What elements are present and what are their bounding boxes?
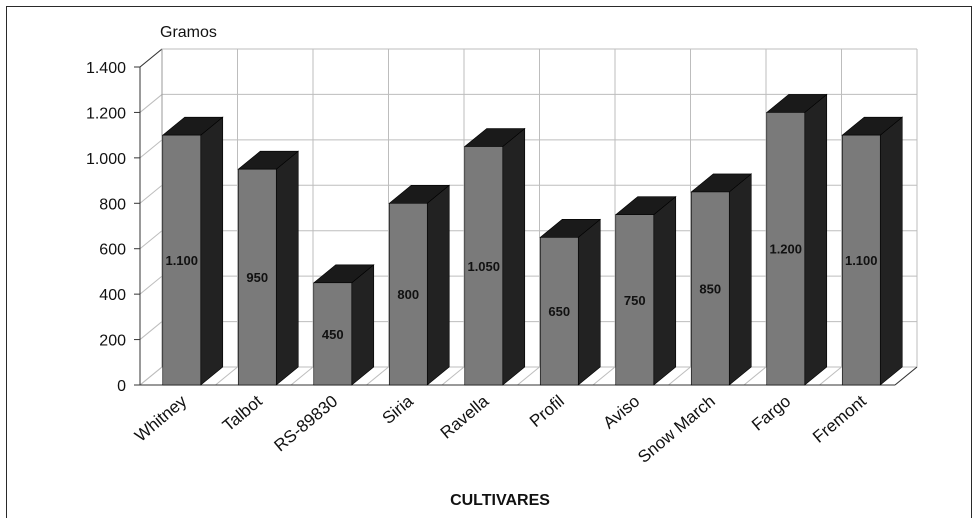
bar-side — [426, 184, 450, 386]
bar-side — [653, 196, 677, 386]
x-tick-label: Siria — [379, 391, 418, 428]
bar-value-label: 1.200 — [769, 242, 802, 257]
bar-side — [502, 127, 526, 386]
x-axis-label: CULTIVARES — [450, 492, 550, 509]
y-tick-label: 400 — [99, 287, 126, 304]
bar-value-label: 450 — [322, 327, 344, 342]
x-tick-label: Fargo — [748, 392, 794, 435]
x-tick-label: Fremont — [809, 391, 870, 446]
bar — [464, 146, 504, 386]
gridline-depth — [139, 94, 163, 113]
x-tick-label: Snow March — [634, 392, 719, 467]
chart-frame — [6, 6, 972, 518]
bar-value-label: 850 — [699, 281, 721, 296]
y-tick-label: 800 — [99, 196, 126, 213]
wall-edge — [139, 48, 163, 68]
y-tick-label: 600 — [99, 242, 126, 259]
bar-side — [577, 218, 601, 386]
bar — [313, 282, 353, 386]
y-axis-label: Gramos — [160, 24, 217, 41]
gridline-depth — [139, 230, 163, 250]
bar-value-label: 950 — [246, 270, 268, 285]
bar — [237, 168, 277, 386]
floor-gridline — [592, 366, 616, 386]
bar-side — [351, 264, 375, 386]
bar-value-label: 1.050 — [467, 259, 500, 274]
gridline-depth — [139, 275, 163, 295]
bar-value-label: 750 — [624, 293, 646, 308]
bar — [690, 191, 730, 386]
floor-gridline — [743, 366, 767, 386]
floor-gridline — [668, 366, 691, 386]
bar — [162, 134, 202, 386]
bar — [615, 214, 655, 386]
floor-gridline — [290, 366, 314, 386]
y-tick-label: 200 — [99, 333, 126, 350]
bar-value-label: 800 — [397, 287, 419, 302]
gridline-depth — [139, 184, 163, 204]
bar — [539, 237, 579, 386]
bars-layer — [161, 93, 904, 386]
bar-side — [728, 173, 752, 386]
floor-gridline — [139, 366, 163, 386]
x-tick-label: Aviso — [599, 392, 643, 433]
bar-side — [879, 116, 903, 386]
floor-gridline — [819, 366, 842, 386]
y-tick-label: 1.400 — [86, 60, 126, 77]
bar-side — [200, 116, 224, 386]
x-tick-label: RS-89830 — [270, 392, 341, 456]
floor-gridline — [517, 366, 540, 386]
bar — [766, 112, 806, 386]
floor-gridline — [215, 366, 238, 386]
floor-edge — [894, 366, 918, 386]
bar-value-label: 650 — [548, 304, 570, 319]
gridline-depth — [139, 139, 163, 159]
y-tick-label: 1.000 — [86, 151, 126, 168]
bar — [841, 134, 881, 386]
y-tick-label: 1.200 — [86, 105, 126, 122]
floor-gridline — [441, 366, 465, 386]
bar-side — [804, 93, 828, 386]
bar-value-label: 1.100 — [165, 253, 198, 268]
x-tick-label: Profil — [526, 392, 568, 431]
bar-side — [275, 150, 299, 386]
bar — [388, 202, 428, 386]
x-tick-label: Talbot — [219, 391, 266, 435]
x-tick-label: Ravella — [437, 391, 493, 442]
floor-gridline — [366, 366, 389, 386]
gridline-depth — [139, 321, 163, 340]
x-tick-label: Whitney — [131, 391, 191, 445]
bar-value-label: 1.100 — [845, 253, 878, 268]
y-tick-label: 0 — [117, 378, 126, 395]
